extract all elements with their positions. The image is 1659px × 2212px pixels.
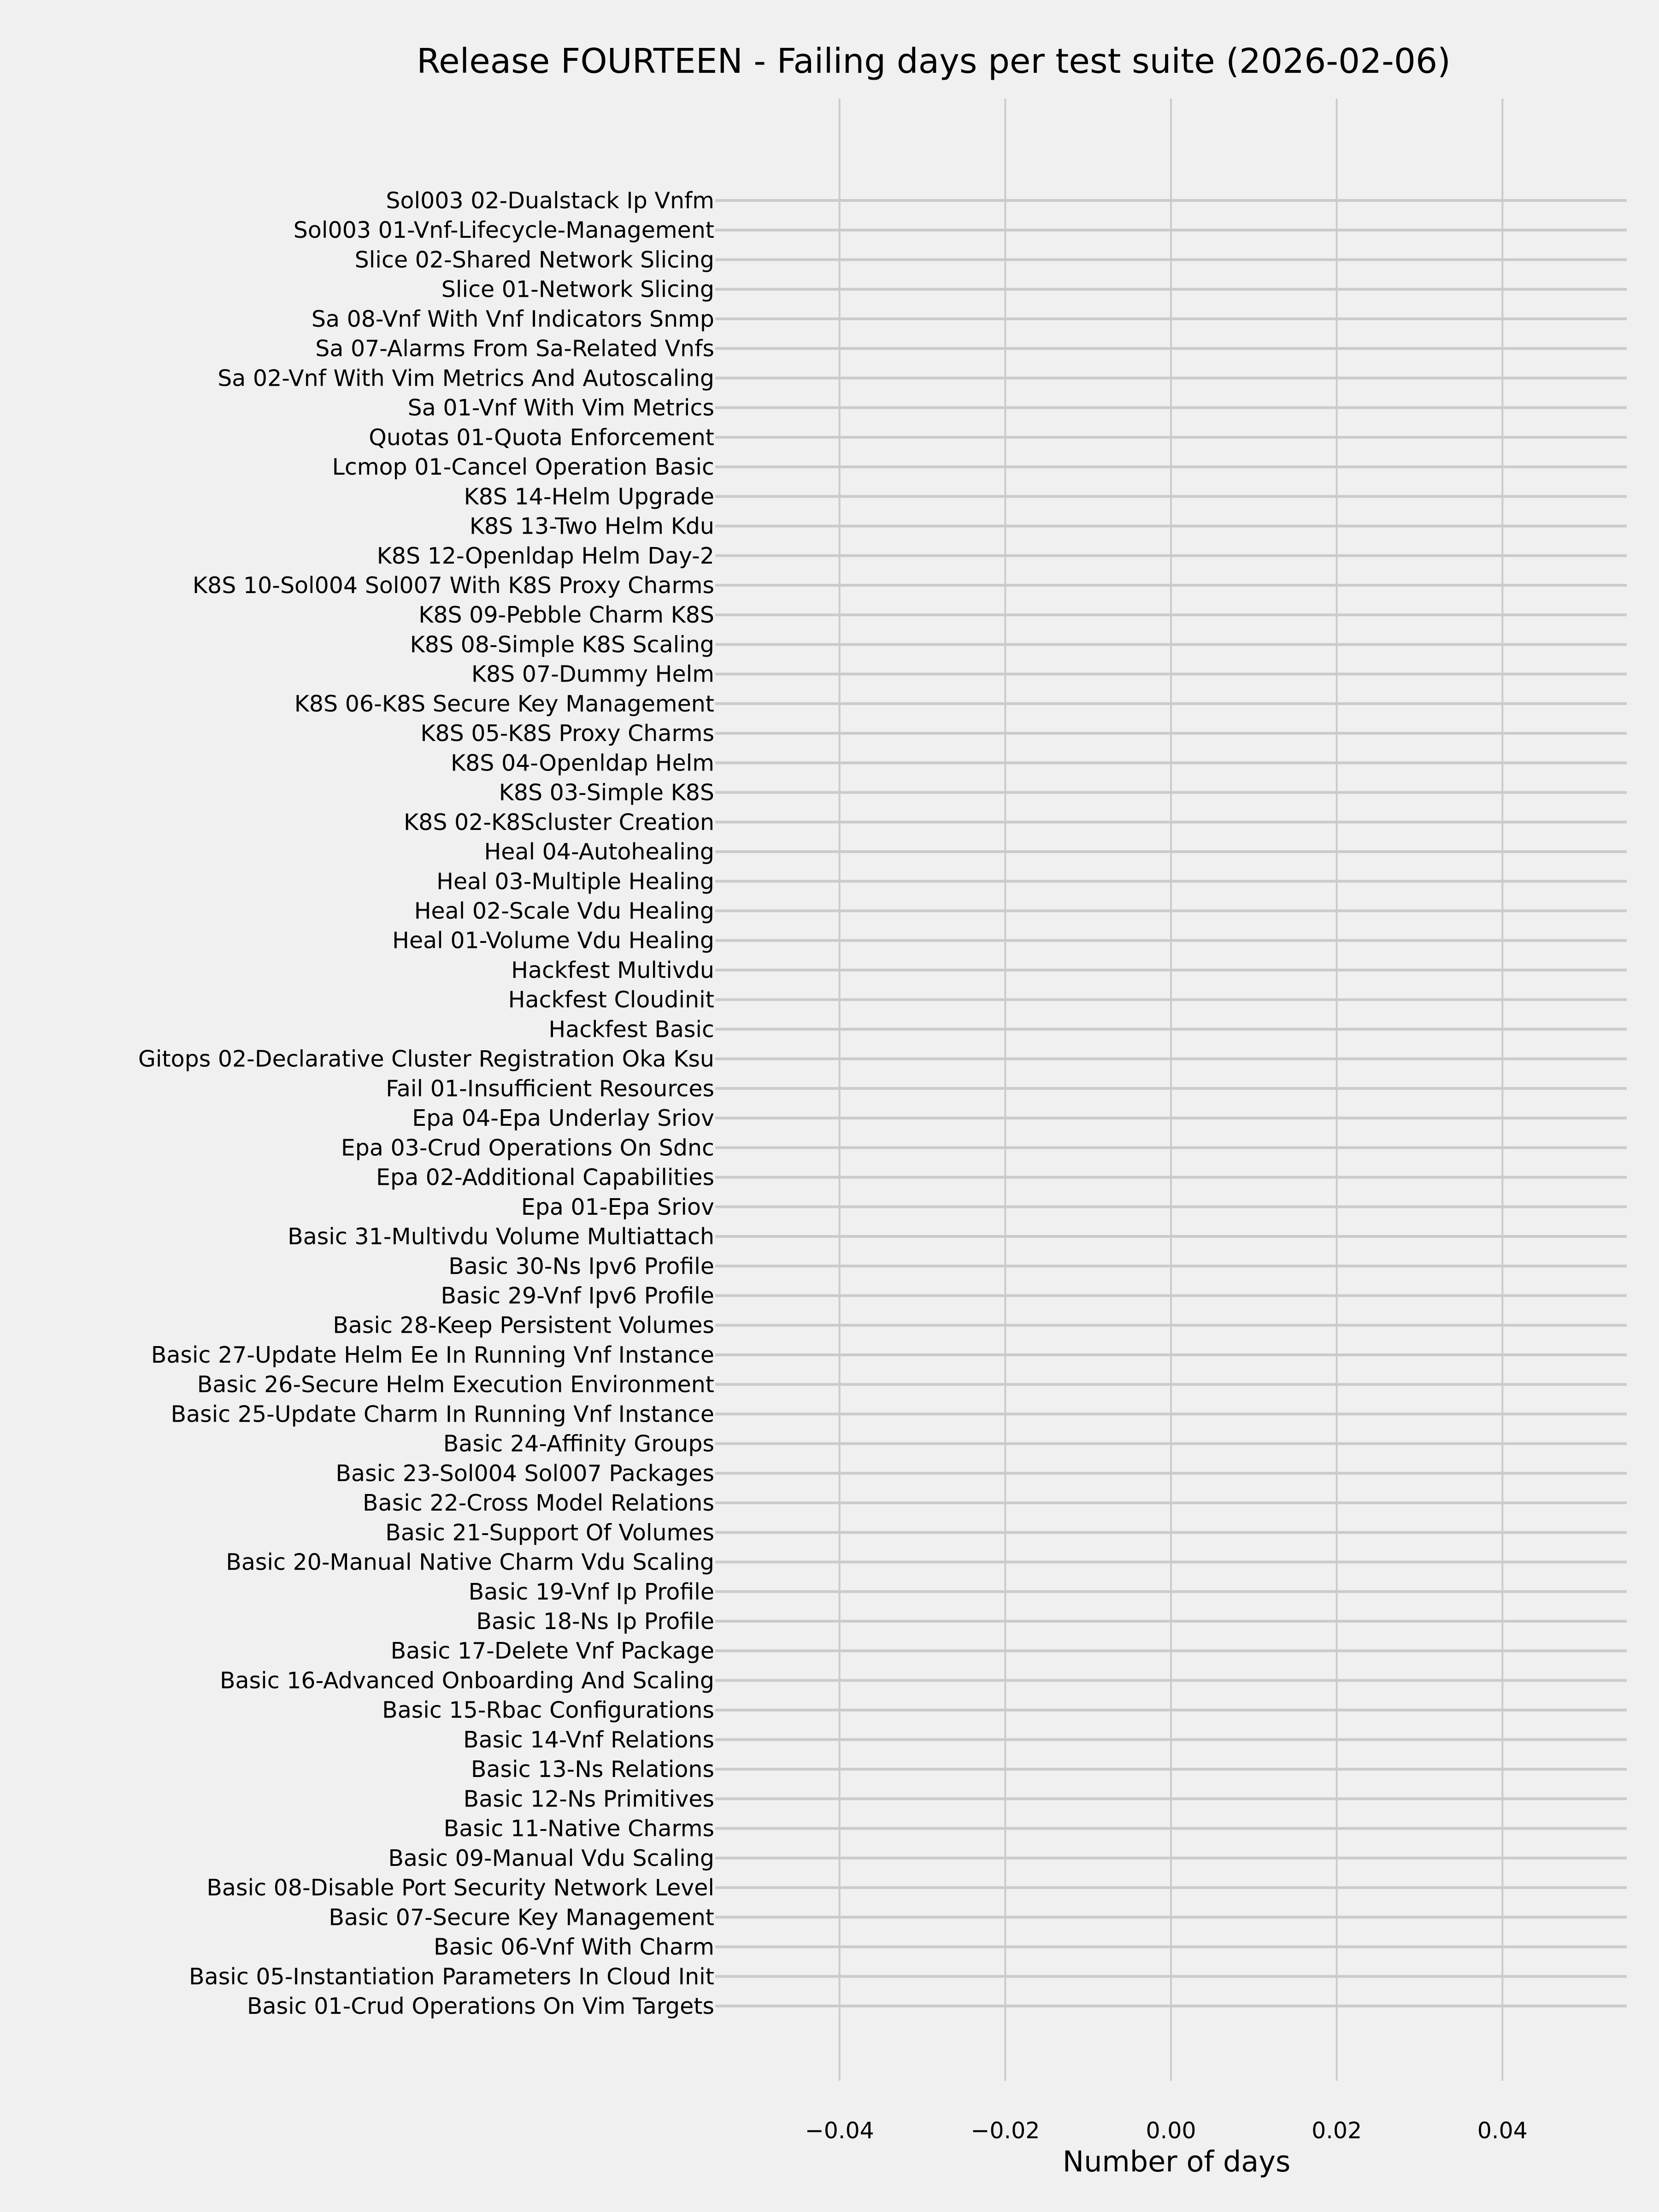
horizontal-gridlines <box>715 199 1627 2007</box>
y-tick-label: Slice 01-Network Slicing <box>441 276 714 303</box>
y-tick-label: Hackfest Basic <box>548 1016 714 1042</box>
y-tick-label: Basic 22-Cross Model Relations <box>363 1490 714 1516</box>
y-tick-label: Basic 05-Instantiation Parameters In Clo… <box>189 1964 714 1990</box>
y-tick-label: Basic 18-Ns Ip Profile <box>476 1608 714 1635</box>
y-tick-label: Heal 04-Autohealing <box>484 839 714 865</box>
y-tick-label: K8S 13-Two Helm Kdu <box>470 513 714 540</box>
y-tick-label: K8S 02-K8Scluster Creation <box>404 809 714 835</box>
y-tick-label: Basic 27-Update Helm Ee In Running Vnf I… <box>151 1342 714 1368</box>
y-tick-label: Basic 15-Rbac Configurations <box>382 1697 714 1724</box>
x-tick-label: 0.00 <box>1146 2118 1196 2144</box>
x-tick-label: 0.04 <box>1477 2118 1528 2144</box>
y-tick-label: Basic 16-Advanced Onboarding And Scaling <box>220 1667 714 1694</box>
y-tick-label: Heal 02-Scale Vdu Healing <box>414 898 714 924</box>
y-tick-label: Epa 03-Crud Operations On Sdnc <box>341 1135 714 1161</box>
y-tick-label: Basic 23-Sol004 Sol007 Packages <box>335 1460 714 1487</box>
y-tick-label: Basic 11-Native Charms <box>444 1816 714 1842</box>
chart-title: Release FOURTEEN - Failing days per test… <box>417 41 1451 81</box>
y-tick-label: Epa 04-Epa Underlay Sriov <box>412 1105 714 1131</box>
y-tick-label: Basic 20-Manual Native Charm Vdu Scaling <box>226 1549 714 1576</box>
y-tick-label: K8S 08-Simple K8S Scaling <box>410 631 714 658</box>
x-tick-label: −0.04 <box>805 2118 874 2144</box>
y-tick-label: K8S 07-Dummy Helm <box>471 661 714 688</box>
x-tick-label: 0.02 <box>1312 2118 1362 2144</box>
y-tick-label: Basic 17-Delete Vnf Package <box>391 1638 714 1664</box>
x-axis-label: Number of days <box>1063 2145 1291 2178</box>
y-tick-label: K8S 10-Sol004 Sol007 With K8S Proxy Char… <box>193 572 714 599</box>
y-tick-label: Basic 24-Affinity Groups <box>443 1431 714 1457</box>
y-tick-label: K8S 05-K8S Proxy Charms <box>420 720 714 747</box>
y-tick-label: Epa 02-Additional Capabilities <box>376 1165 714 1191</box>
y-tick-label: Basic 08-Disable Port Security Network L… <box>206 1875 714 1901</box>
y-tick-label: Sol003 02-Dualstack Ip Vnfm <box>386 188 714 214</box>
y-tick-label: K8S 09-Pebble Charm K8S <box>418 602 714 628</box>
y-tick-label: Basic 14-Vnf Relations <box>463 1727 714 1753</box>
y-tick-label: Gitops 02-Declarative Cluster Registrati… <box>138 1046 714 1072</box>
y-tick-label: Sa 02-Vnf With Vim Metrics And Autoscali… <box>218 365 714 391</box>
y-tick-label: Epa 01-Epa Sriov <box>521 1194 714 1220</box>
y-tick-label: Heal 01-Volume Vdu Healing <box>392 928 714 954</box>
y-tick-label: K8S 14-Helm Upgrade <box>464 483 714 510</box>
y-tick-label: Sol003 01-Vnf-Lifecycle-Management <box>294 217 714 243</box>
y-tick-label: K8S 06-K8S Secure Key Management <box>294 691 714 717</box>
y-tick-labels: Sol003 02-Dualstack Ip Vnfm Sol003 01-Vnf… <box>138 188 714 2019</box>
y-tick-label: Slice 02-Shared Network Slicing <box>355 247 714 273</box>
y-tick-label: Sa 08-Vnf With Vnf Indicators Snmp <box>312 306 714 332</box>
y-tick-label: Basic 21-Support Of Volumes <box>385 1519 714 1546</box>
y-tick-label: Basic 13-Ns Relations <box>471 1756 714 1783</box>
y-tick-label: K8S 04-Openldap Helm <box>451 750 714 776</box>
y-tick-label: Hackfest Cloudinit <box>508 987 714 1013</box>
x-tick-label: −0.02 <box>971 2118 1040 2144</box>
y-tick-label: Basic 31-Multivdu Volume Multiattach <box>288 1224 714 1250</box>
y-tick-label: K8S 03-Simple K8S <box>499 780 714 806</box>
y-tick-label: Basic 30-Ns Ipv6 Profile <box>448 1253 714 1279</box>
y-tick-label: Quotas 01-Quota Enforcement <box>369 424 714 451</box>
y-tick-label: Basic 01-Crud Operations On Vim Targets <box>247 1993 714 2019</box>
y-tick-label: Basic 28-Keep Persistent Volumes <box>333 1312 714 1339</box>
y-tick-label: Basic 07-Secure Key Management <box>329 1904 714 1930</box>
y-tick-label: Basic 19-Vnf Ip Profile <box>469 1579 714 1605</box>
y-tick-label: Fail 01-Insufficient Resources <box>386 1076 714 1102</box>
y-tick-label: Basic 25-Update Charm In Running Vnf Ins… <box>171 1401 714 1427</box>
y-tick-label: Sa 01-Vnf With Vim Metrics <box>408 395 714 421</box>
y-tick-label: Basic 29-Vnf Ipv6 Profile <box>441 1282 714 1309</box>
y-tick-label: Sa 07-Alarms From Sa-Related Vnfs <box>315 335 714 362</box>
y-tick-label: Heal 03-Multiple Healing <box>436 868 714 894</box>
y-tick-label: Basic 06-Vnf With Charm <box>434 1934 714 1960</box>
x-tick-labels: −0.04 −0.02 0.00 0.02 0.04 <box>805 2118 1528 2144</box>
y-tick-label: Basic 09-Manual Vdu Scaling <box>388 1845 714 1871</box>
y-tick-label: K8S 12-Openldap Helm Day-2 <box>377 543 714 569</box>
y-tick-label: Basic 26-Secure Helm Execution Environme… <box>197 1371 714 1398</box>
y-tick-label: Hackfest Multivdu <box>511 957 714 983</box>
y-tick-label: Lcmop 01-Cancel Operation Basic <box>332 454 714 480</box>
y-tick-label: Basic 12-Ns Primitives <box>464 1786 714 1812</box>
